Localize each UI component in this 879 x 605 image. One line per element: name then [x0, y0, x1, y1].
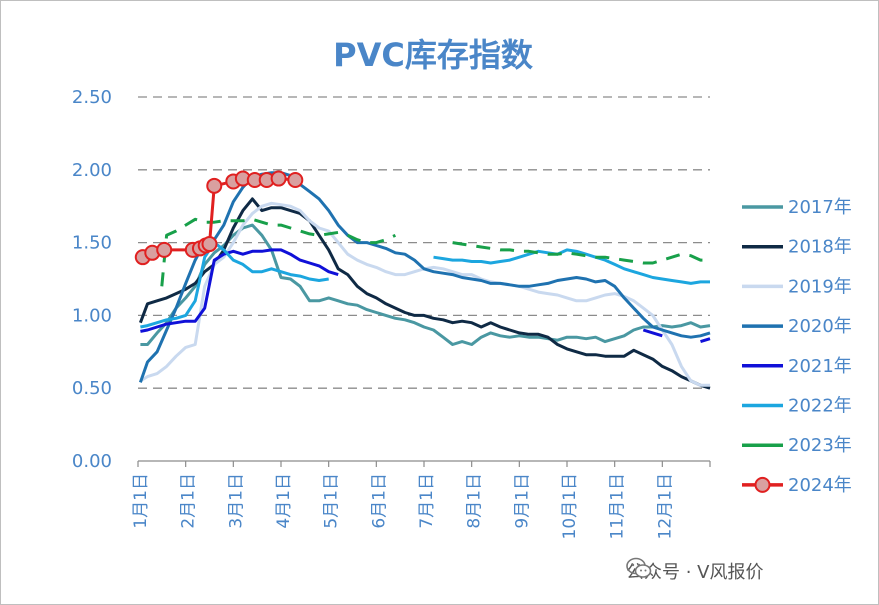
legend-label: 2017年 — [788, 197, 852, 218]
x-tick-label: 4月1日 — [274, 473, 294, 529]
x-tick-label: 1月1日 — [131, 473, 151, 529]
x-tick-label: 8月1日 — [465, 473, 485, 529]
series-line — [138, 197, 711, 390]
x-tick-label: 6月1日 — [369, 473, 389, 529]
legend-item: 2020年 — [742, 316, 852, 337]
y-tick-label: 1.50 — [72, 233, 112, 254]
x-tick-label: 5月1日 — [322, 473, 342, 529]
data-point — [201, 236, 218, 253]
legend-item: 2022年 — [742, 396, 852, 417]
y-tick-label: 0.00 — [72, 451, 112, 472]
legend-label: 2018年 — [788, 237, 852, 258]
x-tick-label: 9月1日 — [512, 473, 532, 529]
x-tick-label: 11月1日 — [608, 473, 628, 539]
x-axis: 1月1日 2月1日 3月1日 4月1日 5月1日 6月1日 7月1日 8月1日 9月1日 10月1… — [131, 460, 711, 539]
series-lines — [134, 170, 711, 390]
y-tick-label: 2.00 — [72, 160, 112, 181]
legend-label: 2023年 — [788, 435, 852, 456]
series-line — [452, 241, 710, 265]
legend-marker — [754, 476, 771, 493]
series-line — [160, 217, 397, 287]
legend-item: 2021年 — [742, 356, 852, 377]
x-tick-label: 10月1日 — [560, 473, 580, 539]
data-point — [206, 177, 223, 194]
series-line — [140, 223, 711, 346]
chart-title: PVC库存指数 — [333, 36, 534, 74]
legend-label: 2021年 — [788, 356, 852, 377]
legend-label: 2020年 — [788, 316, 852, 337]
legend-item: 2023年 — [742, 435, 852, 456]
x-tick-label: 12月1日 — [655, 473, 675, 539]
wechat-icon — [626, 557, 652, 578]
legend-item: 2019年 — [742, 276, 852, 297]
series-line — [433, 248, 710, 285]
legend-label: 2024年 — [788, 475, 852, 496]
x-tick-label: 2月1日 — [179, 473, 199, 529]
series-line — [140, 248, 339, 333]
series-line — [642, 328, 663, 338]
legend-item: 2018年 — [742, 237, 852, 258]
data-point — [156, 241, 173, 258]
grid — [138, 96, 710, 389]
x-tick-label: 3月1日 — [226, 473, 246, 529]
watermark-text: 公众号 · V风报价 — [626, 562, 764, 583]
x-tick-label: 7月1日 — [417, 473, 437, 529]
legend-label: 2022年 — [788, 396, 852, 417]
legend: 2017年 2018年 2019年 2020年 2021年 2022年 2023年 2024年 — [742, 197, 852, 496]
y-tick-label: 2.50 — [72, 87, 112, 108]
series-line — [700, 337, 711, 344]
series-line — [138, 171, 711, 383]
data-point — [287, 171, 304, 188]
legend-item: 2024年 — [742, 475, 852, 496]
y-tick-label: 0.50 — [72, 378, 112, 399]
series-line — [139, 201, 710, 387]
legend-item: 2017年 — [742, 197, 852, 218]
y-tick-label: 1.00 — [72, 305, 112, 326]
watermark: 公众号 · V风报价 — [626, 557, 763, 585]
y-axis: 0.00 0.50 1.00 1.50 2.00 2.50 — [72, 87, 112, 472]
series-line — [140, 241, 329, 329]
data-point — [270, 170, 287, 187]
legend-label: 2019年 — [788, 276, 852, 297]
